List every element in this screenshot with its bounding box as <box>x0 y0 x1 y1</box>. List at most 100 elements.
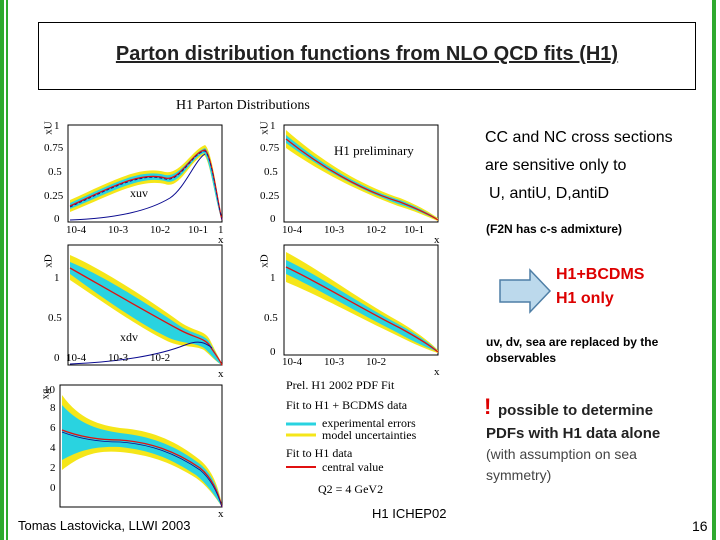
xtick: 10-3 <box>324 224 345 236</box>
determine-line-1: possible to determine <box>498 402 654 419</box>
panel-xg <box>59 384 223 508</box>
tick: 0.5 <box>48 166 62 178</box>
tick: 0 <box>50 482 56 494</box>
xtick: 10-2 <box>366 224 387 236</box>
fit-central-red <box>285 138 439 221</box>
xtick: 10-3 <box>108 224 129 236</box>
tick: 0 <box>270 346 276 358</box>
cc-nc-line-1: CC and NC cross sections <box>485 129 673 146</box>
cc-nc-text: CC and NC cross sections are sensitive o… <box>485 124 673 208</box>
legend-fit1: Fit to H1 + BCDMS data <box>286 398 408 412</box>
tick: 0 <box>54 213 60 225</box>
tick: 8 <box>50 402 56 414</box>
tick: 0 <box>54 352 60 364</box>
xtick: 10-2 <box>150 224 171 236</box>
legend-title: Prel. H1 2002 PDF Fit <box>286 378 395 392</box>
tick: 6 <box>50 422 56 434</box>
band-yellow <box>62 395 222 507</box>
slide-title: Parton distribution functions from NLO Q… <box>115 43 619 65</box>
xtick: 10-2 <box>150 352 171 364</box>
arrow-labels: H1+BCDMS H1 only <box>556 263 644 311</box>
legend-model-unc: model uncertainties <box>322 428 417 442</box>
xlabel: x <box>434 366 440 378</box>
ylabel-xd-1: xD <box>42 254 55 268</box>
panel-xu-h1only <box>283 124 439 223</box>
left-accent-bar-thin <box>6 0 8 540</box>
xtick: 10-2 <box>366 356 387 368</box>
tick: 0 <box>270 213 276 225</box>
preliminary-label: H1 preliminary <box>334 143 414 158</box>
fit-central-red <box>69 267 223 366</box>
xlabel: x <box>218 508 224 520</box>
left-accent-bar <box>0 0 4 540</box>
figure-title: H1 Parton Distributions <box>176 98 310 113</box>
band-cyan <box>62 405 222 507</box>
page-number: 16 <box>692 518 708 534</box>
tick: 4 <box>50 442 56 454</box>
fit-central-blue <box>69 150 223 221</box>
tick: 0.25 <box>44 190 64 202</box>
xtick: 10-1 <box>188 224 209 236</box>
assumption-text: (with assumption on sea symmetry) <box>486 444 637 486</box>
legend-fit2: Fit to H1 data <box>286 446 353 460</box>
fit-central-blue <box>61 431 223 508</box>
xtick: 10-3 <box>324 356 345 368</box>
legend-central: central value <box>322 460 384 474</box>
tick: 0.5 <box>264 166 278 178</box>
fit-central-red <box>61 429 223 508</box>
tick: 2 <box>50 462 56 474</box>
cc-nc-line-3: U, antiU, D,antiD <box>489 185 610 202</box>
tick: 1 <box>54 272 60 284</box>
f2n-note: (F2N has c-s admixture) <box>486 222 623 236</box>
exclaim-mark: ! <box>484 394 492 419</box>
label-h1-bcdms: H1+BCDMS <box>556 266 645 283</box>
tick: 0.75 <box>44 142 64 154</box>
footer-author: Tomas Lastovicka, LLWI 2003 <box>18 518 191 533</box>
xlabel: x <box>218 368 224 380</box>
xtick: 10-1 <box>404 224 425 236</box>
xtick: 10-4 <box>66 224 87 236</box>
tick: 1 <box>270 120 276 132</box>
cc-nc-line-2: are sensitive only to <box>485 157 627 174</box>
assumption-line-2: symmetry) <box>486 467 552 483</box>
right-accent-bar <box>712 0 716 540</box>
xlabel: x <box>434 234 440 246</box>
tick: 0.5 <box>264 312 278 324</box>
arrow-shape <box>499 268 552 314</box>
xtick: 10-3 <box>108 352 129 364</box>
tick: 0.25 <box>260 190 280 202</box>
fit-central-red <box>285 266 439 353</box>
panel-xu-h1bcdms <box>67 124 223 223</box>
band-yellow <box>286 130 438 221</box>
replaced-line-2: observables <box>486 351 557 365</box>
tick: 10 <box>44 384 55 396</box>
assumption-line-1: (with assumption on sea <box>486 446 637 462</box>
xuv-label: xuv <box>130 186 148 200</box>
band-cyan <box>286 260 438 352</box>
label-h1-only: H1 only <box>556 290 614 307</box>
ylabel-xu-2: xU <box>258 121 271 135</box>
xtick: 1 <box>218 224 224 236</box>
legend-samples <box>286 422 316 468</box>
xdv-curve <box>69 341 213 365</box>
replaced-text: uv, dv, sea are replaced by the observab… <box>486 334 658 366</box>
xtick: 10-4 <box>282 224 303 236</box>
legend-exp-errors: experimental errors <box>322 416 416 430</box>
ylabel-xu-1: xU <box>42 121 55 135</box>
ylabel-xd-2: xD <box>258 254 271 268</box>
legend-q2: Q2 = 4 GeV2 <box>318 482 384 496</box>
tick: 0.75 <box>260 142 280 154</box>
tick: 1 <box>54 120 60 132</box>
xuv-curve <box>69 153 206 221</box>
xdv-label: xdv <box>120 330 138 344</box>
band-cyan <box>70 262 222 365</box>
xlabel: x <box>218 234 224 246</box>
band-yellow <box>70 145 222 220</box>
title-box: Parton distribution functions from NLO Q… <box>38 22 696 90</box>
band-cyan <box>70 148 222 220</box>
tick: 1 <box>270 272 276 284</box>
determine-line-2: PDFs with H1 data alone <box>486 425 661 442</box>
replaced-line-1: uv, dv, sea are replaced by the <box>486 335 659 349</box>
xtick: 10-4 <box>66 352 87 364</box>
